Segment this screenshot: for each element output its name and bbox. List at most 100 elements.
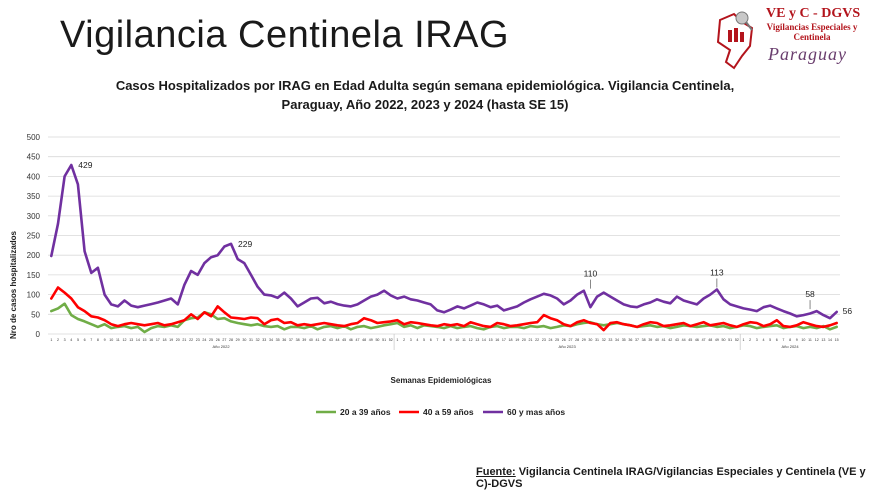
- x-tick-label: 24: [202, 338, 206, 342]
- x-tick-label: 4: [762, 338, 764, 342]
- x-tick-label: 3: [756, 338, 758, 342]
- x-tick-label: 35: [622, 338, 626, 342]
- x-tick-label: 22: [189, 338, 193, 342]
- chart-title-line-2: Paraguay, Año 2022, 2023 y 2024 (hasta S…: [281, 97, 569, 112]
- x-tick-label: 23: [196, 338, 200, 342]
- x-tick-label: 52: [389, 338, 393, 342]
- x-tick-label: 11: [462, 338, 466, 342]
- x-tick-label: 43: [675, 338, 679, 342]
- x-tick-label: 2: [403, 338, 405, 342]
- y-tick-label: 350: [27, 192, 41, 201]
- x-tick-label: 12: [469, 338, 473, 342]
- x-tick-label: 25: [209, 338, 213, 342]
- x-tick-label: 48: [362, 338, 366, 342]
- year-group-label: Año 2023: [559, 344, 577, 349]
- x-tick-label: 12: [123, 338, 127, 342]
- x-tick-label: 25: [555, 338, 559, 342]
- x-tick-label: 1: [396, 338, 398, 342]
- x-tick-label: 16: [149, 338, 153, 342]
- x-tick-label: 45: [342, 338, 346, 342]
- x-tick-label: 44: [682, 338, 686, 342]
- x-tick-label: 29: [236, 338, 240, 342]
- x-tick-label: 30: [588, 338, 592, 342]
- x-tick-label: 50: [375, 338, 379, 342]
- x-tick-label: 7: [782, 338, 784, 342]
- x-tick-label: 42: [322, 338, 326, 342]
- x-tick-label: 24: [548, 338, 552, 342]
- x-tick-label: 4: [70, 338, 72, 342]
- x-tick-label: 51: [728, 338, 732, 342]
- page-title: Vigilancia Centinela IRAG: [60, 14, 510, 56]
- logo-country: Paraguay: [768, 44, 847, 64]
- y-tick-label: 100: [27, 291, 41, 300]
- logo-subtitle-1: Vigilancias Especiales y: [766, 22, 858, 32]
- x-tick-label: 1: [50, 338, 52, 342]
- data-label: 56: [843, 306, 853, 316]
- series-lines: [49, 163, 839, 334]
- x-tick-label: 21: [529, 338, 533, 342]
- x-tick-label: 18: [509, 338, 513, 342]
- x-tick-label: 40: [655, 338, 659, 342]
- x-tick-label: 8: [443, 338, 445, 342]
- source-label: Fuente:: [476, 466, 516, 478]
- x-tick-label: 40: [309, 338, 313, 342]
- x-tick-label: 17: [156, 338, 160, 342]
- x-tick-label: 22: [535, 338, 539, 342]
- x-tick-label: 26: [216, 338, 220, 342]
- data-label: 58: [805, 289, 815, 299]
- x-tick-label: 44: [336, 338, 340, 342]
- x-tick-label: 1: [742, 338, 744, 342]
- x-tick-label: 8: [789, 338, 791, 342]
- x-tick-label: 6: [430, 338, 432, 342]
- x-tick-label: 5: [769, 338, 771, 342]
- chart-legend: 20 a 39 años 40 a 59 años 60 y mas años: [316, 407, 565, 417]
- legend-label: 20 a 39 años: [340, 407, 391, 417]
- data-labels: 429 229 110 113 58 56: [78, 160, 852, 316]
- x-axis-ticks: 1 2 3 4 5 6 7 8 9 10 11 12 13 14 15 16 17 18 19 20 21 22 23 24 2…: [50, 338, 838, 342]
- data-label: 429: [78, 160, 92, 170]
- x-tick-label: 37: [289, 338, 293, 342]
- x-tick-label: 11: [116, 338, 120, 342]
- x-tick-label: 6: [776, 338, 778, 342]
- x-tick-label: 11: [808, 338, 812, 342]
- year-group-label: Año 2024: [782, 344, 800, 349]
- x-tick-label: 9: [450, 338, 452, 342]
- paraguay-map-logo-icon: [716, 11, 754, 70]
- y-tick-label: 250: [27, 232, 41, 241]
- x-tick-label: 47: [355, 338, 359, 342]
- data-label: 229: [238, 239, 252, 249]
- x-tick-label: 12: [815, 338, 819, 342]
- source-text: Vigilancia Centinela IRAG/Vigilancias Es…: [476, 466, 866, 490]
- data-label: 113: [710, 267, 724, 277]
- x-tick-label: 46: [695, 338, 699, 342]
- x-tick-label: 32: [256, 338, 260, 342]
- x-tick-label: 2: [749, 338, 751, 342]
- x-tick-label: 39: [302, 338, 306, 342]
- x-tick-label: 29: [582, 338, 586, 342]
- source-footer: Fuente: Vigilancia Centinela IRAG/Vigila…: [476, 466, 870, 490]
- y-tick-label: 200: [27, 251, 41, 260]
- y-tick-label: 400: [27, 172, 41, 181]
- x-tick-label: 37: [635, 338, 639, 342]
- x-tick-label: 26: [562, 338, 566, 342]
- x-tick-label: 10: [109, 338, 113, 342]
- x-tick-label: 35: [276, 338, 280, 342]
- series-line-3: [49, 163, 839, 320]
- x-tick-label: 50: [722, 338, 726, 342]
- x-tick-label: 23: [542, 338, 546, 342]
- x-tick-label: 52: [735, 338, 739, 342]
- y-tick-label: 50: [31, 310, 40, 319]
- x-tick-label: 19: [169, 338, 173, 342]
- x-tick-label: 13: [821, 338, 825, 342]
- x-tick-label: 7: [90, 338, 92, 342]
- x-tick-label: 14: [828, 338, 832, 342]
- x-tick-label: 2: [57, 338, 59, 342]
- x-tick-label: 13: [475, 338, 479, 342]
- chart-title: Casos Hospitalizados por IRAG en Edad Ad…: [100, 76, 750, 114]
- x-tick-label: 10: [801, 338, 805, 342]
- x-tick-label: 43: [329, 338, 333, 342]
- dgvs-logo: VE y C - DGVS Vigilancias Especiales y C…: [712, 6, 864, 74]
- legend-label: 40 a 59 años: [423, 407, 474, 417]
- x-tick-label: 48: [708, 338, 712, 342]
